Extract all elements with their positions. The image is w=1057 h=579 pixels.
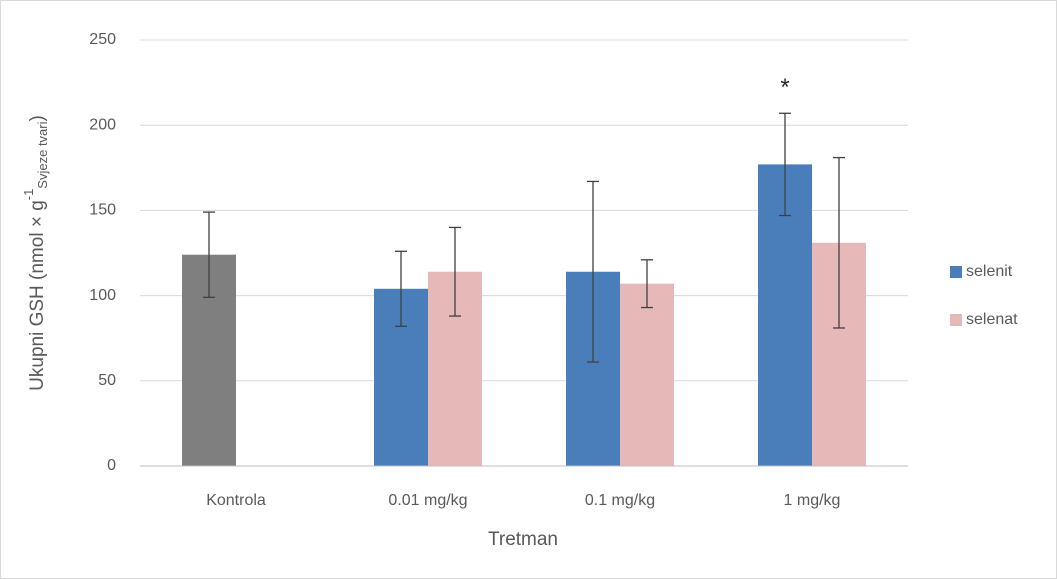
x-tick-label: Kontrola bbox=[206, 492, 266, 509]
error-bar bbox=[449, 226, 461, 317]
legend-swatch bbox=[950, 266, 962, 278]
error-bar bbox=[203, 211, 215, 298]
y-title-text: Ukupni GSH (nmol × g bbox=[27, 200, 48, 391]
y-title-end: ) bbox=[27, 115, 48, 121]
legend-swatch bbox=[950, 314, 962, 326]
error-bar bbox=[587, 180, 599, 363]
y-tick-label: 200 bbox=[89, 116, 116, 133]
y-title-sup: -1 bbox=[21, 189, 36, 201]
error-bar bbox=[779, 112, 791, 217]
y-tick-label: 250 bbox=[89, 31, 116, 48]
x-axis-title: Tretman bbox=[488, 529, 558, 550]
legend-label: selenat bbox=[966, 311, 1018, 328]
x-tick-label: 0.01 mg/kg bbox=[388, 492, 467, 509]
x-tick-label: 1 mg/kg bbox=[784, 492, 841, 509]
y-tick-label: 50 bbox=[98, 372, 116, 389]
y-tick-label: 150 bbox=[89, 202, 116, 219]
error-bar bbox=[641, 259, 653, 309]
error-bar bbox=[395, 250, 407, 327]
y-title-sub: Svjeze tvari bbox=[35, 121, 50, 188]
error-bar bbox=[833, 156, 845, 329]
y-axis-title: Ukupni GSH (nmol × g-1Svjeze tvari) bbox=[21, 115, 50, 391]
bar bbox=[620, 283, 674, 466]
legend-label: selenit bbox=[966, 263, 1013, 280]
y-tick-label: 100 bbox=[89, 287, 116, 304]
y-tick-label: 0 bbox=[107, 457, 116, 474]
x-tick-label: 0.1 mg/kg bbox=[585, 492, 655, 509]
annotation: * bbox=[780, 74, 789, 101]
